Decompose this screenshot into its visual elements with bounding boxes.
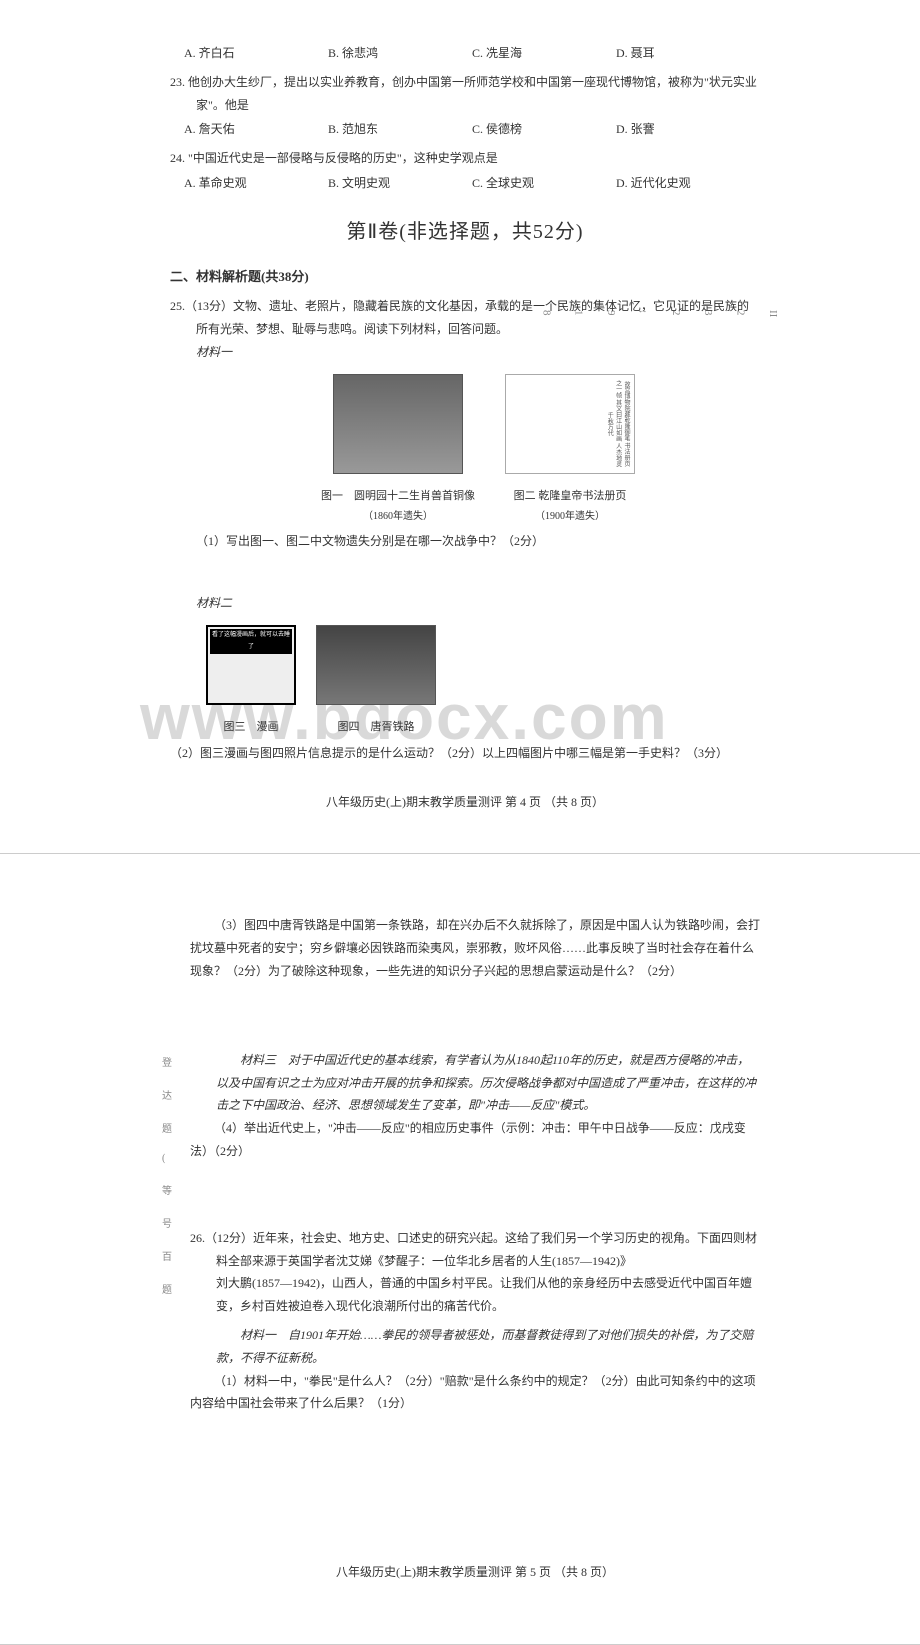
fig4-caption: 图四 唐胥铁路 xyxy=(316,717,436,738)
bronze-image xyxy=(333,374,463,474)
page-4: www.bdocx.com II 2 3 2 ; 9 1 8 A. 齐白石 B.… xyxy=(0,0,920,854)
fig1-caption: 图一 圆明园十二生肖兽首铜像 xyxy=(321,486,475,507)
figure-row-2: 看了这幅漫画后，就可以去睡了 图三 漫画 图四 唐胥铁路 xyxy=(206,625,760,738)
material-3-block: 材料三 对于中国近代史的基本线索，有学者认为从1840起110年的历史，就是西方… xyxy=(190,1049,760,1117)
figure-row-1: 图一 圆明园十二生肖兽首铜像 （1860年遗失） 故宫博物院藏乾隆御笔 书法册页… xyxy=(196,374,760,526)
fig2-sub: （1900年遗失） xyxy=(505,507,635,526)
page-5-footer: 八年级历史(上)期末教学质量测评 第 5 页 （共 8 页） xyxy=(190,1561,760,1584)
q26-mat1-label: 材料一 xyxy=(240,1328,276,1342)
q24-options: A. 革命史观 B. 文明史观 C. 全球史观 D. 近代化史观 xyxy=(184,172,760,195)
opt-b: B. 徐悲鸿 xyxy=(328,42,472,65)
cartoon-image: 看了这幅漫画后，就可以去睡了 xyxy=(206,625,296,705)
q26-sub1: （1）材料一中，"拳民"是什么人？（2分）"赔款"是什么条约中的规定？（2分）由… xyxy=(190,1370,760,1416)
q26-stem: 26.（12分）近年来，社会史、地方史、口述史的研究兴起。这给了我们另一个学习历… xyxy=(190,1227,760,1273)
fig3-caption: 图三 漫画 xyxy=(206,717,296,738)
material-1-label: 材料一 xyxy=(196,345,232,359)
fig1-sub: （1860年遗失） xyxy=(321,507,475,526)
margin-marks-left: 登 达 题 ( 等 号 百 题 xyxy=(162,1054,172,1296)
opt-a: A. 齐白石 xyxy=(184,42,328,65)
material-2-block: 材料二 看了这幅漫画后，就可以去睡了 图三 漫画 图四 唐胥铁路 xyxy=(170,592,760,737)
q25-stem: 25.（13分）文物、遗址、老照片，隐藏着民族的文化基因，承载的是一个民族的集体… xyxy=(170,295,760,341)
opt-d: D. 近代化史观 xyxy=(616,172,760,195)
opt-a: A. 詹天佑 xyxy=(184,118,328,141)
figure-4: 图四 唐胥铁路 xyxy=(316,625,436,738)
q22-options: A. 齐白石 B. 徐悲鸿 C. 冼星海 D. 聂耳 xyxy=(184,42,760,65)
q26-material-1: 材料一 自1901年开始……拳民的领导者被惩处，而基督教徒得到了对他们损失的补偿… xyxy=(190,1324,760,1370)
q25-sub4: （4）举出近代史上，"冲击——反应"的相应历史事件（示例：冲击：甲午中日战争——… xyxy=(190,1117,760,1163)
q24-stem: 24. "中国近代史是一部侵略与反侵略的历史"，这种史学观点是 xyxy=(170,147,760,170)
page-4-footer: 八年级历史(上)期末教学质量测评 第 4 页 （共 8 页） xyxy=(170,791,760,814)
page-5: 登 达 题 ( 等 号 百 题 （3）图四中唐胥铁路是中国第一条铁路，却在兴办后… xyxy=(0,854,920,1645)
opt-c: C. 冼星海 xyxy=(472,42,616,65)
opt-a: A. 革命史观 xyxy=(184,172,328,195)
railway-photo xyxy=(316,625,436,705)
figure-3: 看了这幅漫画后，就可以去睡了 图三 漫画 xyxy=(206,625,296,738)
q23-stem: 23. 他创办大生纱厂，提出以实业养教育，创办中国第一所师范学校和中国第一座现代… xyxy=(170,71,760,117)
opt-c: C. 全球史观 xyxy=(472,172,616,195)
opt-b: B. 文明史观 xyxy=(328,172,472,195)
opt-d: D. 张謇 xyxy=(616,118,760,141)
material-3-body: 材料三 对于中国近代史的基本线索，有学者认为从1840起110年的历史，就是西方… xyxy=(190,1049,760,1117)
q23-options: A. 詹天佑 B. 范旭东 C. 侯德榜 D. 张謇 xyxy=(184,118,760,141)
fig2-caption: 图二 乾隆皇帝书法册页 xyxy=(505,486,635,507)
q25-sub3: （3）图四中唐胥铁路是中国第一条铁路，却在兴办后不久就拆除了，原因是中国人认为铁… xyxy=(190,914,760,982)
cartoon-bar: 看了这幅漫画后，就可以去睡了 xyxy=(210,629,292,654)
q25-sub2: （2）图三漫画与图四照片信息提示的是什么运动？（2分）以上四幅图片中哪三幅是第一… xyxy=(170,742,760,765)
calligraphy-image: 故宫博物院藏乾隆御笔 书法册页之一帧 其文曰江山如画 人杰地灵 千秋万代 xyxy=(505,374,635,474)
material-3-label: 材料三 xyxy=(240,1053,276,1067)
page-5-content: （3）图四中唐胥铁路是中国第一条铁路，却在兴办后不久就拆除了，原因是中国人认为铁… xyxy=(190,914,760,1584)
opt-b: B. 范旭东 xyxy=(328,118,472,141)
q25-sub1: （1）写出图一、图二中文物遗失分别是在哪一次战争中？（2分） xyxy=(170,530,760,553)
figure-1: 图一 圆明园十二生肖兽首铜像 （1860年遗失） xyxy=(321,374,475,526)
material-1-block: 材料一 图一 圆明园十二生肖兽首铜像 （1860年遗失） 故宫博物院藏乾隆御笔 … xyxy=(170,341,760,525)
figure-2: 故宫博物院藏乾隆御笔 书法册页之一帧 其文曰江山如画 人杰地灵 千秋万代 图二 … xyxy=(505,374,635,526)
heading-2: 二、材料解析题(共38分) xyxy=(170,265,760,290)
opt-d: D. 聂耳 xyxy=(616,42,760,65)
q26-intro: 刘大鹏(1857—1942)，山西人，普通的中国乡村平民。让我们从他的亲身经历中… xyxy=(190,1272,760,1318)
page-4-content: A. 齐白石 B. 徐悲鸿 C. 冼星海 D. 聂耳 23. 他创办大生纱厂，提… xyxy=(170,42,760,813)
section2-title: 第Ⅱ卷(非选择题，共52分) xyxy=(170,213,760,251)
opt-c: C. 侯德榜 xyxy=(472,118,616,141)
material-2-label: 材料二 xyxy=(196,596,232,610)
